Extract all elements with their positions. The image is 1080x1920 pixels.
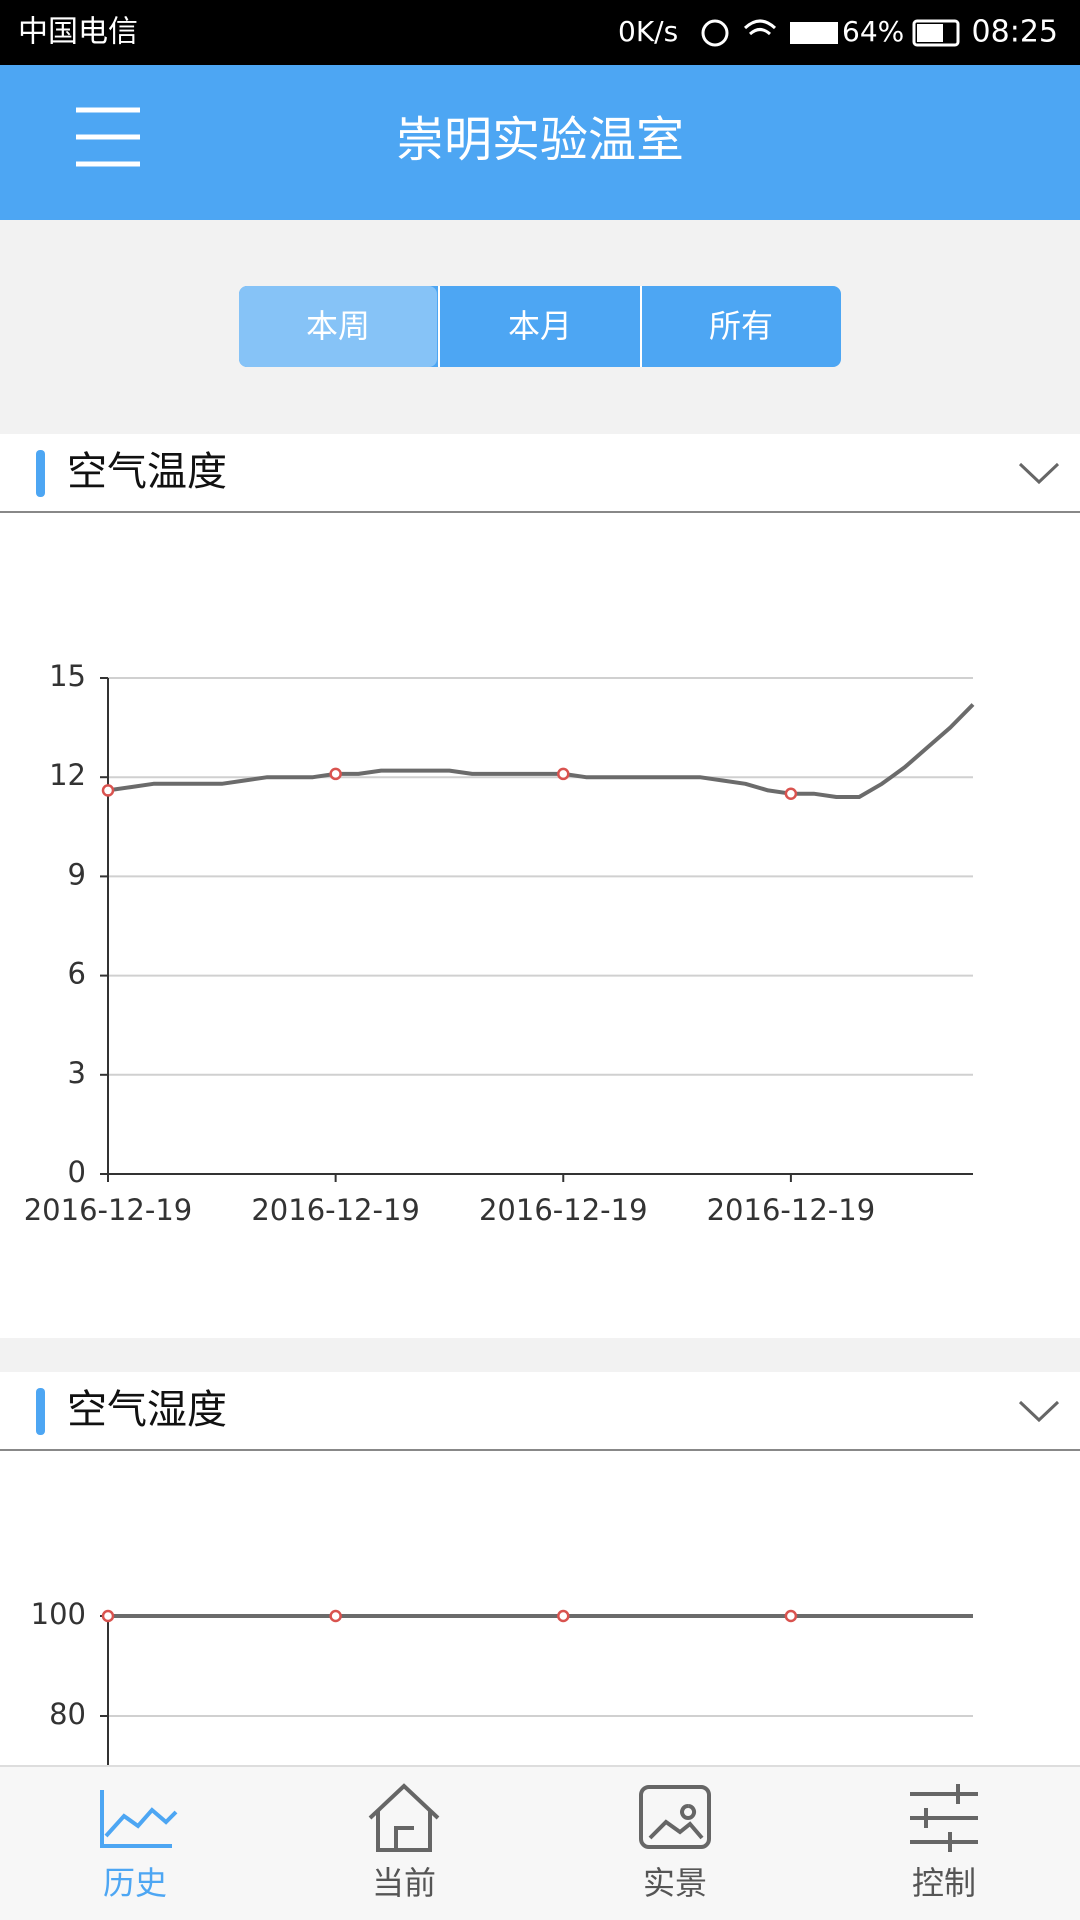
x-tick-label: 2016-12-19 bbox=[707, 1193, 876, 1227]
section-title: 空气湿度 bbox=[67, 1387, 227, 1433]
carrier: 中国电信 bbox=[18, 15, 138, 50]
y-tick-label: 15 bbox=[49, 659, 86, 693]
nav-label[interactable]: 实景 bbox=[643, 1864, 707, 1902]
data-point bbox=[329, 1609, 342, 1623]
x-tick-label: 2016-12-19 bbox=[24, 1193, 193, 1227]
battery-fill bbox=[917, 24, 943, 42]
section-title: 空气温度 bbox=[67, 449, 227, 495]
data-point bbox=[557, 767, 570, 781]
signal-icon bbox=[790, 22, 838, 44]
section-indicator bbox=[36, 450, 45, 497]
menu-button[interactable] bbox=[76, 107, 140, 167]
app-bar bbox=[0, 65, 1080, 220]
collapse-chevron[interactable] bbox=[1018, 462, 1060, 485]
data-point bbox=[101, 1609, 115, 1623]
alarm-icon bbox=[701, 19, 729, 47]
tab[interactable]: 本月 bbox=[508, 307, 572, 345]
history-icon[interactable] bbox=[100, 1790, 178, 1848]
data-point bbox=[101, 784, 115, 797]
y-tick-label: 100 bbox=[31, 1597, 86, 1631]
current-icon[interactable] bbox=[368, 1783, 440, 1852]
data-point bbox=[784, 1609, 798, 1623]
clock: 08:25 bbox=[972, 15, 1058, 50]
x-tick-label: 2016-12-19 bbox=[251, 1193, 420, 1227]
y-tick-label: 12 bbox=[49, 758, 86, 792]
section-indicator bbox=[36, 1388, 45, 1435]
x-tick-label: 2016-12-19 bbox=[479, 1193, 648, 1227]
status-bar bbox=[0, 0, 1080, 65]
scene-icon-detail bbox=[648, 1804, 704, 1840]
nav-label[interactable]: 控制 bbox=[912, 1864, 976, 1902]
y-tick-label: 6 bbox=[68, 957, 86, 991]
data-point bbox=[557, 1609, 570, 1623]
tab[interactable]: 所有 bbox=[709, 307, 773, 345]
battery-level: 64% bbox=[842, 15, 904, 48]
nav-label[interactable]: 历史 bbox=[103, 1864, 167, 1902]
scene-icon[interactable] bbox=[639, 1785, 711, 1849]
app-title: 崇明实验温室 bbox=[396, 112, 684, 168]
wifi-icon bbox=[743, 19, 777, 36]
net-speed: 0K/s bbox=[618, 15, 678, 48]
y-tick-label: 80 bbox=[49, 1697, 86, 1731]
data-point bbox=[329, 767, 342, 781]
data-line bbox=[107, 703, 975, 799]
section-card bbox=[0, 434, 1080, 1338]
nav-label[interactable]: 当前 bbox=[372, 1864, 436, 1902]
collapse-chevron[interactable] bbox=[1018, 1400, 1060, 1423]
y-tick-label: 3 bbox=[68, 1056, 86, 1090]
battery-icon bbox=[912, 19, 960, 47]
y-tick-label: 9 bbox=[68, 857, 86, 891]
y-tick-label: 0 bbox=[68, 1155, 86, 1189]
control-icon[interactable] bbox=[910, 1784, 978, 1852]
tab[interactable]: 本周 bbox=[306, 307, 370, 345]
data-point bbox=[784, 787, 798, 800]
tab-active[interactable] bbox=[239, 286, 437, 367]
bottom-nav bbox=[0, 1766, 1080, 1920]
